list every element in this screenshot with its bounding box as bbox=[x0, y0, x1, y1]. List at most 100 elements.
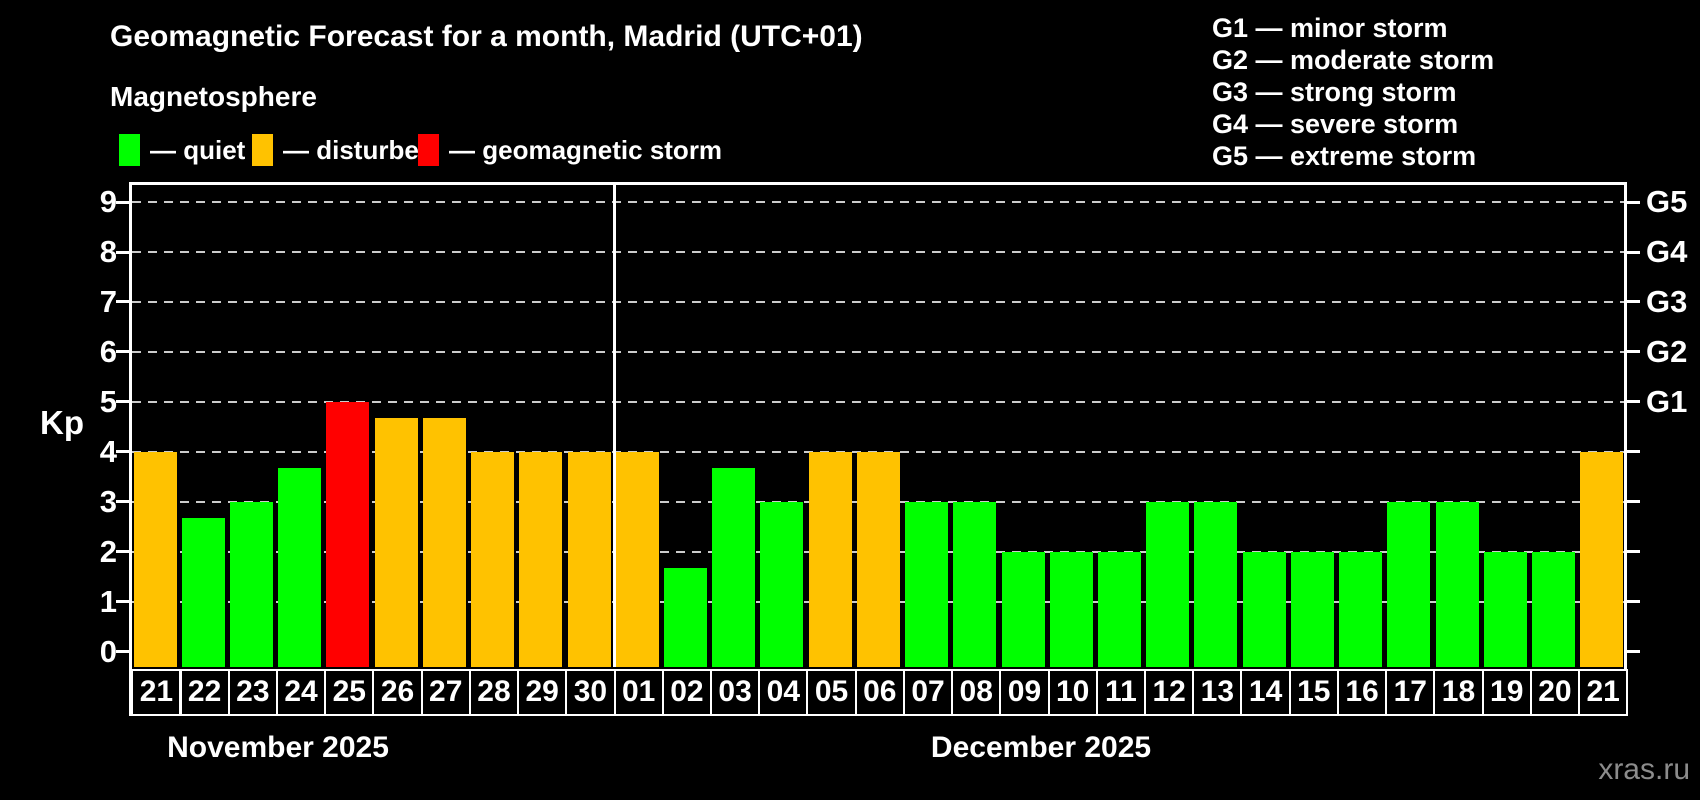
y-axis-tick bbox=[116, 350, 129, 354]
kp-bar bbox=[1580, 451, 1624, 667]
date-box: 24 bbox=[275, 669, 327, 717]
g-legend-item: G5 — extreme storm bbox=[1212, 141, 1477, 171]
date-box: 05 bbox=[806, 669, 857, 717]
legend-label-quiet: — quiet bbox=[150, 135, 246, 165]
date-box: 02 bbox=[661, 669, 712, 717]
kp-bar bbox=[1098, 551, 1142, 667]
date-box: 21 bbox=[131, 669, 182, 717]
date-box: 18 bbox=[1433, 669, 1484, 717]
date-box: 07 bbox=[902, 669, 954, 717]
date-box: 30 bbox=[565, 669, 616, 717]
chart-title: Geomagnetic Forecast for a month, Madrid… bbox=[110, 20, 863, 53]
date-box: 19 bbox=[1481, 669, 1532, 717]
kp-bar bbox=[1387, 501, 1431, 667]
y-axis-tick bbox=[1627, 250, 1640, 254]
kp-bar bbox=[181, 518, 225, 667]
kp-bar bbox=[374, 418, 418, 667]
y-tick-label: 0 bbox=[99, 633, 117, 669]
y-axis-tick bbox=[1627, 550, 1640, 554]
kp-bar bbox=[229, 501, 273, 667]
g-axis-label: G3 bbox=[1646, 283, 1688, 319]
kp-bar bbox=[1339, 551, 1383, 667]
date-box: 29 bbox=[517, 669, 568, 717]
y-axis-tick bbox=[116, 200, 129, 204]
date-box: 01 bbox=[613, 669, 664, 717]
y-tick-label: 8 bbox=[99, 234, 117, 270]
kp-bar bbox=[1483, 551, 1527, 667]
legend-label-storm: — geomagnetic storm bbox=[449, 135, 723, 165]
y-axis-tick bbox=[116, 500, 129, 504]
y-axis-tick bbox=[116, 450, 129, 454]
y-axis-tick bbox=[1627, 300, 1640, 304]
date-box: 03 bbox=[710, 669, 761, 717]
date-box: 25 bbox=[324, 669, 375, 717]
date-box: 12 bbox=[1144, 669, 1195, 717]
y-axis-tick bbox=[1627, 600, 1640, 604]
kp-bar bbox=[1242, 551, 1286, 667]
y-axis-tick bbox=[1627, 400, 1640, 404]
g-axis-label: G5 bbox=[1646, 184, 1688, 220]
date-box: 21 bbox=[1578, 669, 1629, 717]
y-axis-tick bbox=[116, 600, 129, 604]
y-axis-tick bbox=[1627, 450, 1640, 454]
date-box: 14 bbox=[1240, 669, 1291, 717]
kp-bar bbox=[1532, 551, 1576, 667]
month-label: November 2025 bbox=[167, 731, 389, 764]
date-box: 06 bbox=[854, 669, 905, 717]
date-box: 23 bbox=[227, 669, 278, 717]
date-box: 11 bbox=[1095, 669, 1146, 717]
y-axis-tick bbox=[1627, 200, 1640, 204]
kp-bar bbox=[1194, 501, 1238, 667]
kp-bar bbox=[953, 501, 997, 667]
y-axis-tick bbox=[116, 650, 129, 653]
y-axis-title: Kp bbox=[40, 404, 84, 441]
y-axis-tick bbox=[116, 550, 129, 554]
kp-bar bbox=[663, 568, 707, 667]
g-legend-item: G4 — severe storm bbox=[1212, 109, 1459, 139]
quiet-color-swatch bbox=[119, 134, 140, 166]
disturbed-color-swatch bbox=[252, 134, 273, 166]
g-axis-label: G1 bbox=[1646, 383, 1688, 419]
kp-bar bbox=[567, 451, 611, 667]
y-axis-tick bbox=[1627, 500, 1640, 504]
date-box: 15 bbox=[1288, 669, 1339, 717]
date-box: 17 bbox=[1385, 669, 1436, 717]
date-box: 04 bbox=[758, 669, 809, 717]
date-box: 13 bbox=[1192, 669, 1243, 717]
magnetosphere-label: Magnetosphere bbox=[110, 81, 317, 112]
kp-bar bbox=[760, 501, 804, 667]
y-axis-tick bbox=[116, 400, 129, 404]
y-tick-label: 1 bbox=[99, 583, 117, 619]
date-box: 09 bbox=[999, 669, 1050, 717]
y-tick-label: 5 bbox=[99, 383, 117, 419]
y-axis-tick bbox=[1627, 650, 1640, 653]
kp-bar bbox=[278, 468, 322, 667]
date-box: 26 bbox=[372, 669, 423, 717]
grid-line bbox=[131, 400, 1624, 403]
date-box: 16 bbox=[1336, 669, 1388, 717]
date-box: 28 bbox=[468, 669, 520, 717]
y-axis-tick bbox=[116, 300, 129, 304]
watermark: xras.ru bbox=[1598, 753, 1690, 786]
kp-bar bbox=[712, 468, 756, 667]
kp-bar bbox=[519, 451, 563, 667]
grid-line bbox=[131, 350, 1624, 353]
kp-bar bbox=[1435, 501, 1479, 667]
y-axis-tick bbox=[1627, 350, 1640, 354]
kp-bar bbox=[133, 451, 177, 667]
kp-bar bbox=[1146, 501, 1190, 667]
y-tick-label: 2 bbox=[99, 533, 117, 569]
g-scale-legend: G1 — minor storm G2 — moderate storm G3 — … bbox=[1212, 12, 1494, 172]
kp-bar bbox=[905, 501, 949, 667]
date-box: 08 bbox=[951, 669, 1002, 717]
grid-line bbox=[131, 300, 1624, 303]
kp-bar bbox=[422, 418, 466, 667]
g-legend-item: G2 — moderate storm bbox=[1212, 45, 1495, 75]
kp-bar bbox=[1001, 551, 1045, 667]
g-axis-label: G4 bbox=[1646, 234, 1688, 270]
g-legend-item: G1 — minor storm bbox=[1212, 13, 1448, 43]
axis-spine-left bbox=[128, 181, 132, 716]
y-tick-label: 3 bbox=[99, 483, 117, 519]
g-legend-item: G3 — strong storm bbox=[1212, 77, 1457, 107]
month-divider-line bbox=[612, 183, 616, 667]
